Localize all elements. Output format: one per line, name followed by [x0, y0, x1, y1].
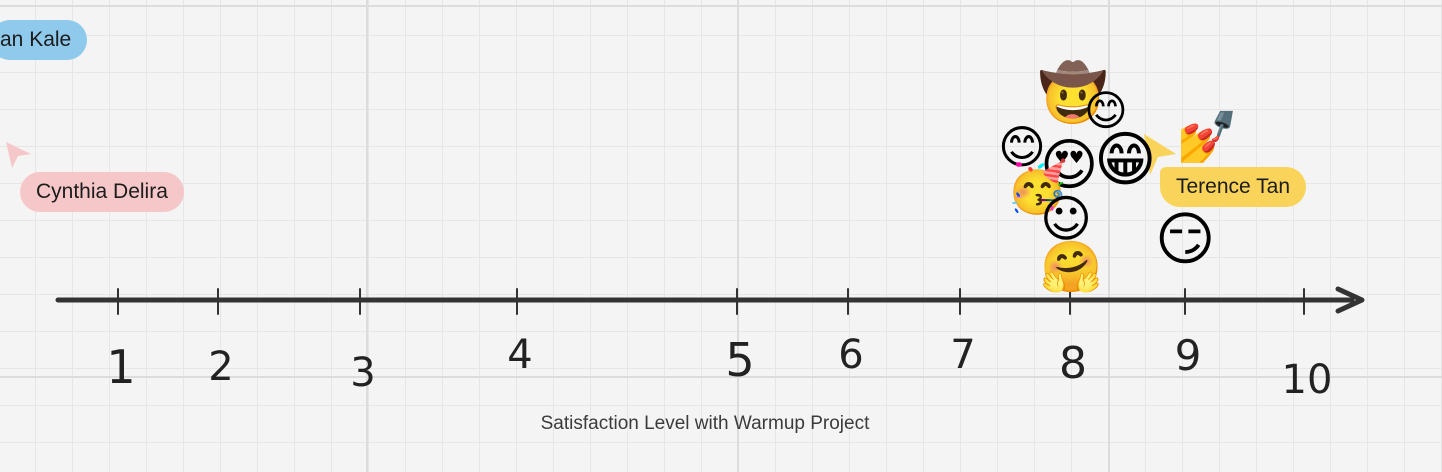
- tick-label: 4: [507, 332, 532, 378]
- smiling-face-emoji: 😊: [998, 120, 1046, 174]
- smirking-face-emoji: 😏: [1155, 205, 1216, 273]
- tick-label: 7: [950, 332, 975, 378]
- relieved-face-emoji: ☺: [1040, 190, 1093, 248]
- tick-label: 9: [1175, 331, 1202, 380]
- cynthia-cursor-icon: [6, 142, 31, 168]
- smiling-face-emoji: 😊: [1084, 86, 1128, 135]
- terence-cursor-icon: [1144, 134, 1176, 175]
- nail-polish-emoji: 💅: [1176, 108, 1239, 166]
- tick-label: 3: [350, 350, 375, 396]
- collaborator-tag-cynthia: Cynthia Delira: [20, 172, 184, 212]
- collaborator-tag-terence: Terence Tan: [1160, 167, 1307, 207]
- heart-eyes-emoji: 😍: [1040, 133, 1099, 198]
- axis-caption: Satisfaction Level with Warmup Project: [540, 413, 870, 434]
- tick-label: 5: [725, 333, 754, 387]
- tick-label: 2: [208, 344, 233, 390]
- tick-label: 6: [838, 332, 863, 378]
- collaborator-tag-kale: an Kale: [0, 20, 88, 60]
- tick-label: 10: [1282, 357, 1333, 403]
- grinning-face-emoji: 😁: [1094, 125, 1157, 195]
- tick-label: 1: [106, 340, 135, 394]
- axis-arrow-icon: [1335, 286, 1365, 314]
- tick-label: 8: [1059, 338, 1087, 389]
- hugging-face-emoji: 🤗: [1040, 238, 1103, 296]
